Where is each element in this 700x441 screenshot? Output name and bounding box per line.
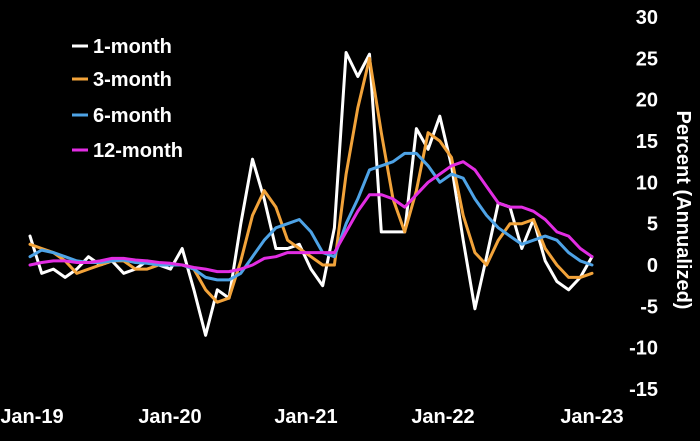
legend-label: 3-month bbox=[93, 69, 172, 91]
legend: 1-month 3-month 6-month 12-month bbox=[72, 36, 183, 162]
y-tick-label: -5 bbox=[640, 296, 658, 318]
legend-item-12-month: 12-month bbox=[72, 140, 183, 162]
legend-item-1-month: 1-month bbox=[72, 36, 172, 58]
series-line-1-month bbox=[28, 51, 594, 337]
y-tick-label: -10 bbox=[629, 338, 658, 360]
legend-item-6-month: 6-month bbox=[72, 105, 172, 127]
legend-label: 1-month bbox=[93, 36, 172, 58]
y-tick-label: 25 bbox=[636, 48, 658, 70]
series-line-6-month bbox=[28, 151, 594, 282]
x-tick-label: Jan-20 bbox=[138, 406, 201, 428]
y-tick-label: -15 bbox=[629, 379, 658, 401]
y-tick-label: 5 bbox=[647, 214, 658, 236]
y-tick-label: 0 bbox=[647, 255, 658, 277]
series-lines bbox=[28, 51, 594, 337]
x-axis-tick-labels: Jan-19 Jan-20 Jan-21 Jan-22 Jan-23 bbox=[0, 406, 623, 428]
y-axis-tick-labels: 30 25 20 15 10 5 0 -5 -10 -15 bbox=[629, 7, 658, 401]
y-tick-label: 15 bbox=[636, 131, 658, 153]
legend-label: 12-month bbox=[93, 140, 183, 162]
y-axis-title: Percent (Annualized) bbox=[672, 111, 694, 310]
series-line-12-month bbox=[28, 160, 594, 274]
legend-label: 6-month bbox=[93, 105, 172, 127]
y-tick-label: 10 bbox=[636, 172, 658, 194]
x-tick-label: Jan-22 bbox=[411, 406, 474, 428]
x-tick-label: Jan-21 bbox=[274, 406, 337, 428]
y-tick-label: 30 bbox=[636, 7, 658, 29]
y-tick-label: 20 bbox=[636, 90, 658, 112]
x-tick-label: Jan-19 bbox=[0, 406, 63, 428]
x-tick-label: Jan-23 bbox=[560, 406, 623, 428]
legend-item-3-month: 3-month bbox=[72, 69, 172, 91]
